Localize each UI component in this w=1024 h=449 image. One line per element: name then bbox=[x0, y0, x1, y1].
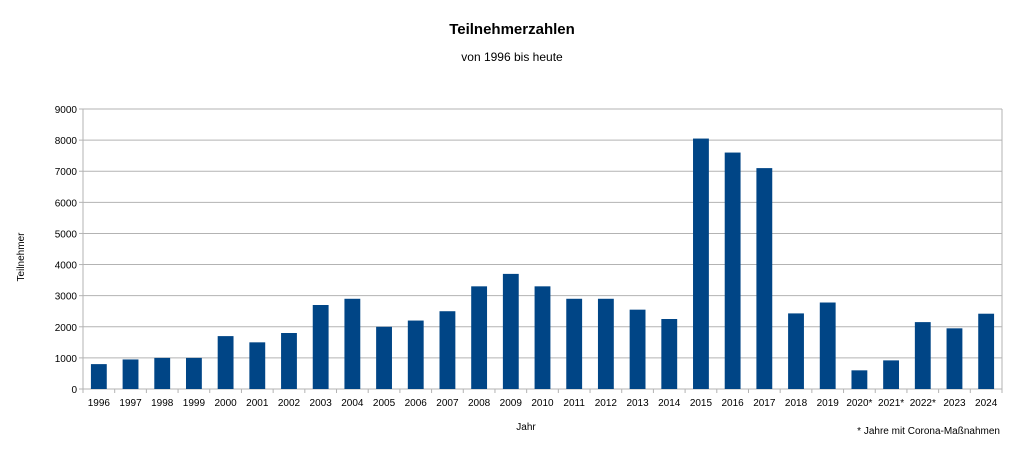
bar-2024 bbox=[978, 313, 995, 389]
bar-2017 bbox=[756, 168, 773, 389]
bar-2012 bbox=[597, 298, 614, 389]
bar-2002 bbox=[281, 333, 297, 389]
bar-2008 bbox=[471, 286, 488, 389]
bar-2023 bbox=[946, 328, 963, 389]
x-tick-label: 2018 bbox=[785, 398, 808, 409]
y-axis-label: Teilnehmer bbox=[16, 232, 27, 282]
x-tick-label: 2008 bbox=[468, 398, 491, 409]
x-tick-label: 2003 bbox=[310, 398, 333, 409]
bar-2001 bbox=[249, 342, 266, 389]
footnote: * Jahre mit Corona-Maßnahmen bbox=[857, 426, 1000, 437]
y-tick-label: 1000 bbox=[55, 354, 78, 365]
y-tick-label: 3000 bbox=[55, 292, 78, 303]
chart-title: Teilnehmerzahlen bbox=[449, 21, 575, 38]
bar-2022-star bbox=[914, 322, 931, 389]
bar-1998 bbox=[154, 357, 171, 389]
x-tick-label: 2019 bbox=[817, 398, 840, 409]
x-tick-label: 2010 bbox=[531, 398, 554, 409]
x-tick-label: 2004 bbox=[341, 398, 364, 409]
gridlines bbox=[82, 108, 1003, 390]
x-axis-label: Jahr bbox=[516, 422, 536, 433]
bar-1997 bbox=[122, 359, 139, 389]
bar-2019 bbox=[819, 302, 836, 389]
x-tick-label: 2009 bbox=[500, 398, 523, 409]
bar-2013 bbox=[629, 309, 646, 389]
x-tick-label: 2001 bbox=[246, 398, 269, 409]
bar-2009 bbox=[502, 273, 519, 389]
y-tick-label: 2000 bbox=[55, 323, 78, 334]
x-tick-label: 2005 bbox=[373, 398, 396, 409]
bar-2000 bbox=[217, 336, 234, 389]
y-tick-label: 0 bbox=[71, 385, 77, 396]
x-axis-ticks: 1996 1997 1998 1999 2000 2001 2002 2003 2004 2005… bbox=[82, 389, 1003, 409]
x-tick-label: 2023 bbox=[943, 398, 966, 409]
bar-2018 bbox=[788, 313, 804, 389]
bar-2005 bbox=[376, 326, 392, 389]
bar-1999 bbox=[185, 357, 202, 389]
bar-1996 bbox=[90, 364, 107, 389]
bar-2015 bbox=[693, 138, 709, 389]
bar-2003 bbox=[312, 305, 329, 389]
x-tick-label: 2007 bbox=[436, 398, 459, 409]
x-tick-label: 2016 bbox=[722, 398, 745, 409]
bar-2006 bbox=[407, 320, 424, 389]
y-axis-ticks: 0 1000 2000 3000 4000 5000 6000 7000 8000 9000 bbox=[55, 105, 83, 396]
bar-2016 bbox=[724, 152, 741, 389]
y-tick-label: 8000 bbox=[55, 136, 78, 147]
x-tick-label: 2013 bbox=[626, 398, 649, 409]
x-tick-label: 2022* bbox=[910, 398, 936, 409]
x-tick-label: 2015 bbox=[690, 398, 713, 409]
chart-subtitle: von 1996 bis heute bbox=[461, 50, 563, 64]
x-tick-label: 2006 bbox=[405, 398, 428, 409]
y-tick-label: 7000 bbox=[55, 167, 78, 178]
y-tick-label: 5000 bbox=[55, 229, 78, 240]
bar-2014 bbox=[661, 319, 678, 389]
x-tick-label: 2021* bbox=[878, 398, 904, 409]
bar-2004 bbox=[344, 298, 361, 389]
x-tick-label: 2020* bbox=[846, 398, 872, 409]
x-tick-label: 2014 bbox=[658, 398, 681, 409]
bar-2007 bbox=[439, 311, 456, 389]
bar-2020-star bbox=[851, 370, 868, 389]
x-tick-label: 2011 bbox=[563, 398, 585, 409]
x-tick-label: 2000 bbox=[214, 398, 237, 409]
y-tick-label: 6000 bbox=[55, 198, 78, 209]
x-tick-label: 2017 bbox=[753, 398, 776, 409]
x-tick-label: 1999 bbox=[183, 398, 206, 409]
x-tick-label: 2024 bbox=[975, 398, 998, 409]
bars bbox=[90, 138, 995, 389]
x-tick-label: 2002 bbox=[278, 398, 301, 409]
bar-2021-star bbox=[883, 360, 900, 389]
y-tick-label: 4000 bbox=[55, 261, 78, 272]
x-tick-label: 1998 bbox=[151, 398, 174, 409]
x-tick-label: 1996 bbox=[88, 398, 111, 409]
x-tick-label: 2012 bbox=[595, 398, 618, 409]
x-tick-label: 1997 bbox=[119, 398, 142, 409]
bar-2010 bbox=[534, 286, 551, 389]
y-tick-label: 9000 bbox=[55, 105, 78, 116]
bar-2011 bbox=[566, 298, 583, 389]
